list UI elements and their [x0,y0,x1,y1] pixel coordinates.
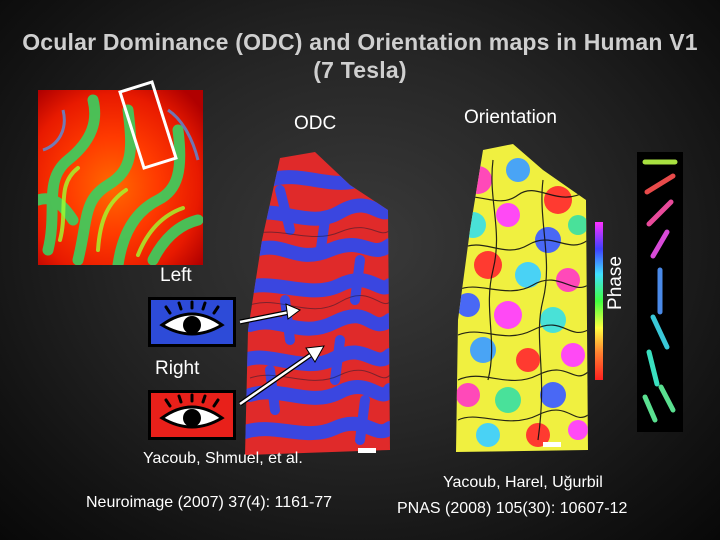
citation-right-line-2: PNAS (2008) 105(30): 10607-12 [397,500,628,517]
orientation-key-bar [646,199,674,227]
region-outline-box [118,80,178,170]
brain-mri-image [38,90,203,265]
orientation-key-bar [644,173,676,195]
scale-bar [358,448,376,453]
slide-title: Ocular Dominance (ODC) and Orientation m… [0,28,720,84]
odc-map [245,152,390,455]
orientation-key-bar [658,384,676,413]
title-line-1: Ocular Dominance (ODC) and Orientation m… [22,29,698,55]
left-eye-label: Left [160,265,192,286]
left-eye-icon [148,297,236,347]
right-eye-label: Right [155,358,200,379]
orientation-key-bar [646,349,660,387]
title-line-2: (7 Tesla) [313,57,407,83]
scale-bar [543,442,561,447]
left-arrow [239,303,301,325]
orientation-map [456,144,588,452]
orientation-key-bar [650,314,670,350]
orientation-key-bar [650,229,670,259]
odc-label: ODC [294,113,337,134]
orientation-key [637,152,683,432]
phase-colorbar [595,222,603,380]
right-arrow [238,345,325,407]
orientation-label: Orientation [464,107,557,128]
orientation-key-bar [642,394,658,423]
citation-left-line-2: Neuroimage (2007) 37(4): 1161-77 [86,494,333,511]
citation-left-line-1: Yacoub, Shmuel, et al. [143,450,303,467]
citation-right-line-1: Yacoub, Harel, Uğurbil [443,474,603,491]
phase-label: Phase [605,256,626,310]
right-eye-icon [148,390,236,440]
